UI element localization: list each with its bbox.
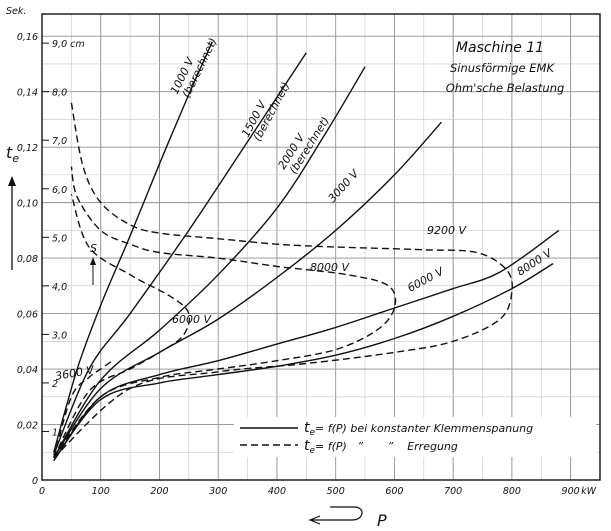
- x-tick-label: 400: [268, 486, 286, 497]
- curve-label-group: 9200 V: [427, 224, 467, 237]
- x-tick-label: 600: [385, 486, 403, 497]
- chart-subtitle-2: Ohm'sche Belastung: [446, 81, 565, 95]
- x-tick-label: 800: [503, 486, 521, 497]
- y-tick-label: 0,06: [17, 310, 38, 321]
- chart-subtitle-1: Sinusförmige EMK: [450, 61, 555, 75]
- series-line-solid-4: [53, 229, 560, 462]
- y2-tick-label: 1: [52, 427, 58, 438]
- curve-label-group: 3000 V: [326, 166, 363, 205]
- series-line-dashed-9: [53, 102, 513, 459]
- legend-dashed-label: te= f(P) ” ” Erregung: [304, 438, 458, 456]
- y2-tick-label: 3,0: [52, 330, 67, 341]
- x-tick-label: 200: [150, 486, 168, 497]
- x-tick-label: 900: [562, 486, 580, 497]
- chart-title: Maschine 11: [456, 40, 544, 56]
- x-tick-label: 300: [209, 486, 227, 497]
- curve-label: 6000 V: [172, 313, 212, 326]
- x-axis-arrow: [308, 506, 363, 525]
- y-tick-label: 0: [32, 476, 38, 487]
- curve-label-group: 6000 V: [405, 264, 447, 294]
- curve-label: 3000 V: [326, 166, 363, 205]
- y-axis-symbol: te: [6, 143, 19, 165]
- x-unit-label: kW: [581, 486, 597, 497]
- x-tick-label: 100: [92, 486, 110, 497]
- curves: [53, 41, 560, 462]
- y2-tick-label: 2: [52, 379, 58, 390]
- curve-label-group: 8000 V: [515, 246, 556, 279]
- y2-tick-label: 6,0: [52, 185, 67, 196]
- x-tick-label: 0: [39, 486, 45, 497]
- ticks: 0 100 200 300 400 500 600 700 800 900 kW 0 0,02 0,04 0…: [17, 32, 597, 497]
- curve-label-group: 3600 V: [54, 363, 96, 383]
- curve-label-group: 1000 V(berechnet): [168, 36, 220, 100]
- x-tick-label: 500: [327, 486, 345, 497]
- series-line-dashed-8: [53, 166, 397, 459]
- curve-label: 8000 V: [515, 246, 556, 279]
- curve-label: 6000 V: [405, 264, 447, 294]
- plot-frame: [41, 13, 601, 481]
- curve-label-group: 6000 V: [172, 313, 212, 326]
- curve-label: 8000 V: [310, 261, 350, 274]
- legend-solid-label: te= f(P) bei konstanter Klemmenspanung: [304, 420, 533, 438]
- y-tick-label: 0,16: [17, 32, 38, 43]
- x-tick-label: 700: [444, 486, 462, 497]
- y-tick-label: 0,08: [17, 254, 38, 265]
- marker-s-label: S: [90, 242, 97, 255]
- x-axis-symbol: P: [377, 511, 387, 530]
- curve-label-group: 1500 V(berechnet): [239, 80, 292, 143]
- y-tick-label: 0,04: [17, 365, 38, 376]
- legend: te= f(P) bei konstanter Klemmenspanung t…: [234, 417, 596, 457]
- series-line-dashed-6: [53, 360, 113, 458]
- curve-label-group: 8000 V: [310, 261, 350, 274]
- y-axis-arrow: [8, 176, 16, 270]
- series-line-solid-5: [53, 263, 554, 462]
- y-tick-label: 0,02: [17, 421, 38, 432]
- series-line-solid-1: [53, 52, 307, 456]
- series-line-solid-0: [53, 41, 213, 453]
- y2-tick-label: 9,0 cm: [52, 39, 85, 50]
- y2-tick-label: 8,0: [52, 88, 67, 99]
- marker-s: S: [90, 242, 97, 285]
- y-tick-label: 0,10: [17, 199, 38, 210]
- y2-tick-label: 5,0: [52, 233, 67, 244]
- y2-tick-label: 4,0: [52, 282, 67, 293]
- y2-tick-label: 7,0: [52, 136, 67, 147]
- curve-label: 3600 V: [54, 363, 96, 383]
- y-tick-label: 0,12: [17, 143, 38, 154]
- series-line-solid-3: [53, 121, 442, 459]
- curve-label: 9200 V: [427, 224, 467, 237]
- y-unit-label: Sek.: [6, 6, 26, 17]
- y-tick-label: 0,14: [17, 88, 38, 99]
- series-line-solid-2: [53, 66, 366, 459]
